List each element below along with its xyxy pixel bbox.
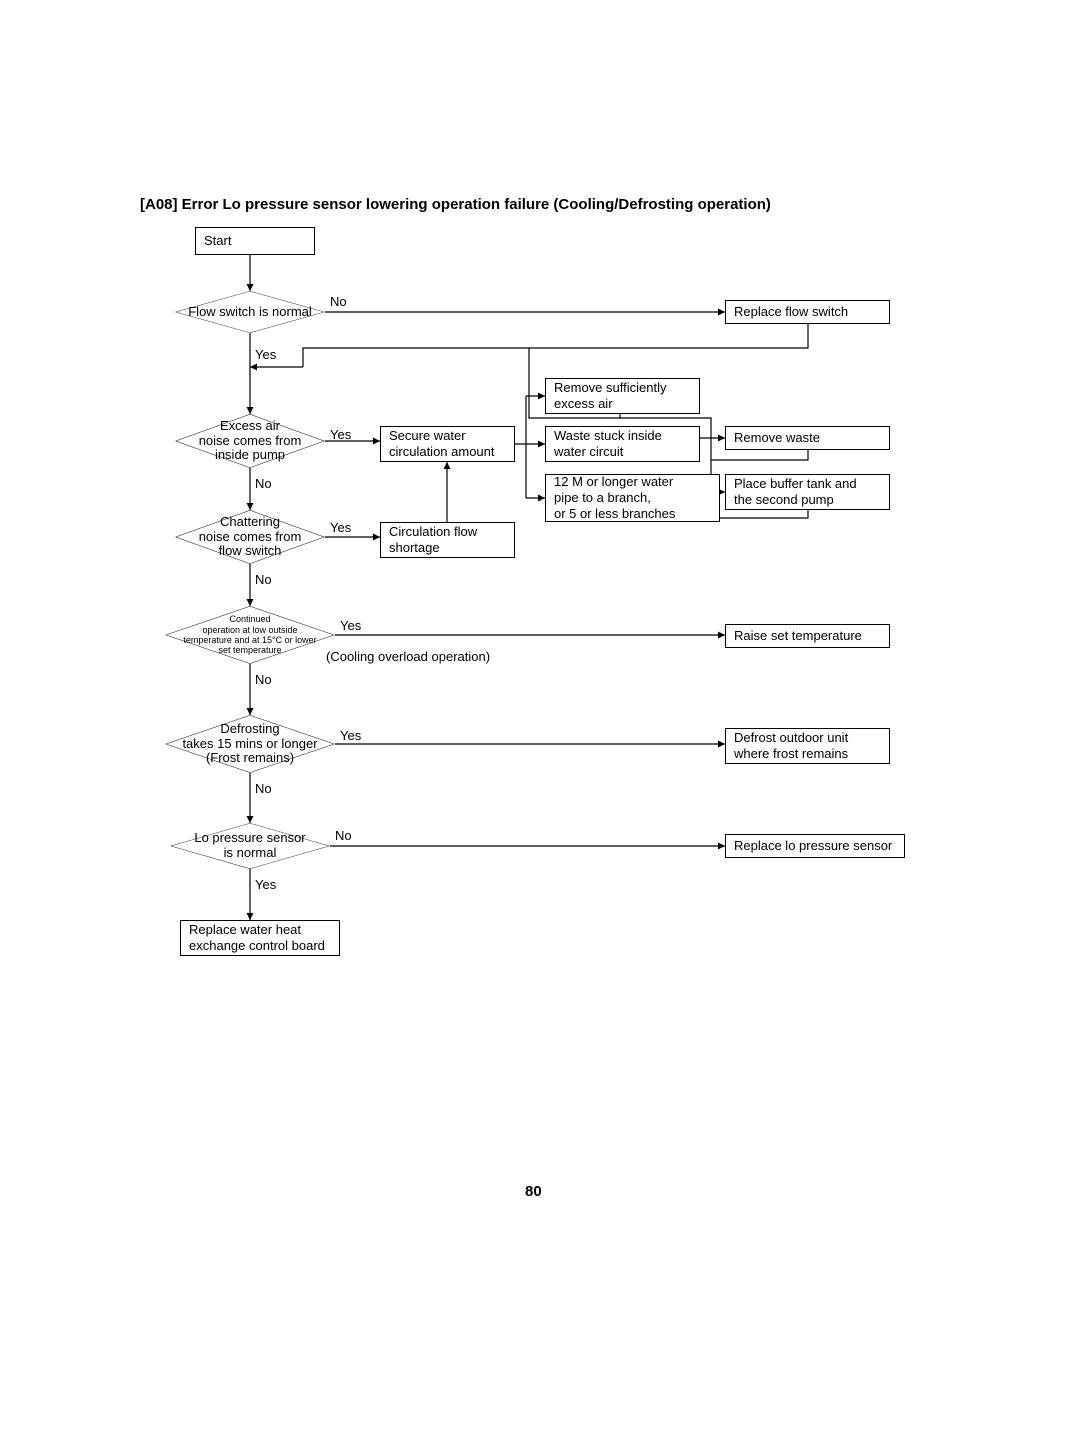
annotation-cooling-overload: (Cooling overload operation) (326, 649, 490, 664)
result-place-buffer-tank: Place buffer tank andthe second pump (725, 474, 890, 510)
result-remove-waste: Remove waste (725, 426, 890, 450)
page-root: [A08] Error Lo pressure sensor lowering … (0, 0, 1080, 1454)
decision-text: Excess airnoise comes frominside pump (175, 414, 325, 468)
decision-excess-air-noise: Excess airnoise comes frominside pump (175, 414, 325, 468)
edge-label-yes: Yes (255, 347, 276, 362)
page-title: [A08] Error Lo pressure sensor lowering … (140, 196, 771, 213)
decision-text: Flow switch is normal (175, 291, 325, 333)
start-node: Start (195, 227, 315, 255)
flowchart-arrows (0, 0, 1080, 1454)
edge-label-no: No (255, 781, 272, 796)
decision-low-temp-operation: Continuedoperation at low outsidetempera… (165, 606, 335, 664)
process-remove-excess-air: Remove sufficientlyexcess air (545, 378, 700, 414)
page-number: 80 (525, 1183, 542, 1200)
edge-label-yes: Yes (330, 427, 351, 442)
decision-text: Lo pressure sensoris normal (170, 823, 330, 869)
edge-label-yes: Yes (255, 877, 276, 892)
result-raise-set-temperature: Raise set temperature (725, 624, 890, 648)
decision-defrosting-long: Defrostingtakes 15 mins or longer(Frost … (165, 715, 335, 773)
edge-label-no: No (335, 828, 352, 843)
decision-text: Defrostingtakes 15 mins or longer(Frost … (165, 715, 335, 773)
decision-text: Chatteringnoise comes fromflow switch (175, 510, 325, 564)
edge-label-yes: Yes (330, 520, 351, 535)
result-replace-flow-switch: Replace flow switch (725, 300, 890, 324)
edge-label-yes: Yes (340, 618, 361, 633)
decision-flow-switch-normal: Flow switch is normal (175, 291, 325, 333)
edge-label-yes: Yes (340, 728, 361, 743)
edge-label-no: No (255, 572, 272, 587)
edge-label-no: No (255, 672, 272, 687)
decision-text: Continuedoperation at low outsidetempera… (165, 606, 335, 664)
result-replace-lo-pressure-sensor: Replace lo pressure sensor (725, 834, 905, 858)
result-defrost-outdoor-unit: Defrost outdoor unitwhere frost remains (725, 728, 890, 764)
result-replace-water-heat-exchange-board: Replace water heatexchange control board (180, 920, 340, 956)
edge-label-no: No (255, 476, 272, 491)
decision-chattering-noise: Chatteringnoise comes fromflow switch (175, 510, 325, 564)
decision-lo-sensor-normal: Lo pressure sensoris normal (170, 823, 330, 869)
edge-label-no: No (330, 294, 347, 309)
process-circulation-flow-shortage: Circulation flowshortage (380, 522, 515, 558)
process-secure-water: Secure watercirculation amount (380, 426, 515, 462)
process-waste-stuck: Waste stuck insidewater circuit (545, 426, 700, 462)
process-pipe-length: 12 M or longer waterpipe to a branch,or … (545, 474, 720, 522)
